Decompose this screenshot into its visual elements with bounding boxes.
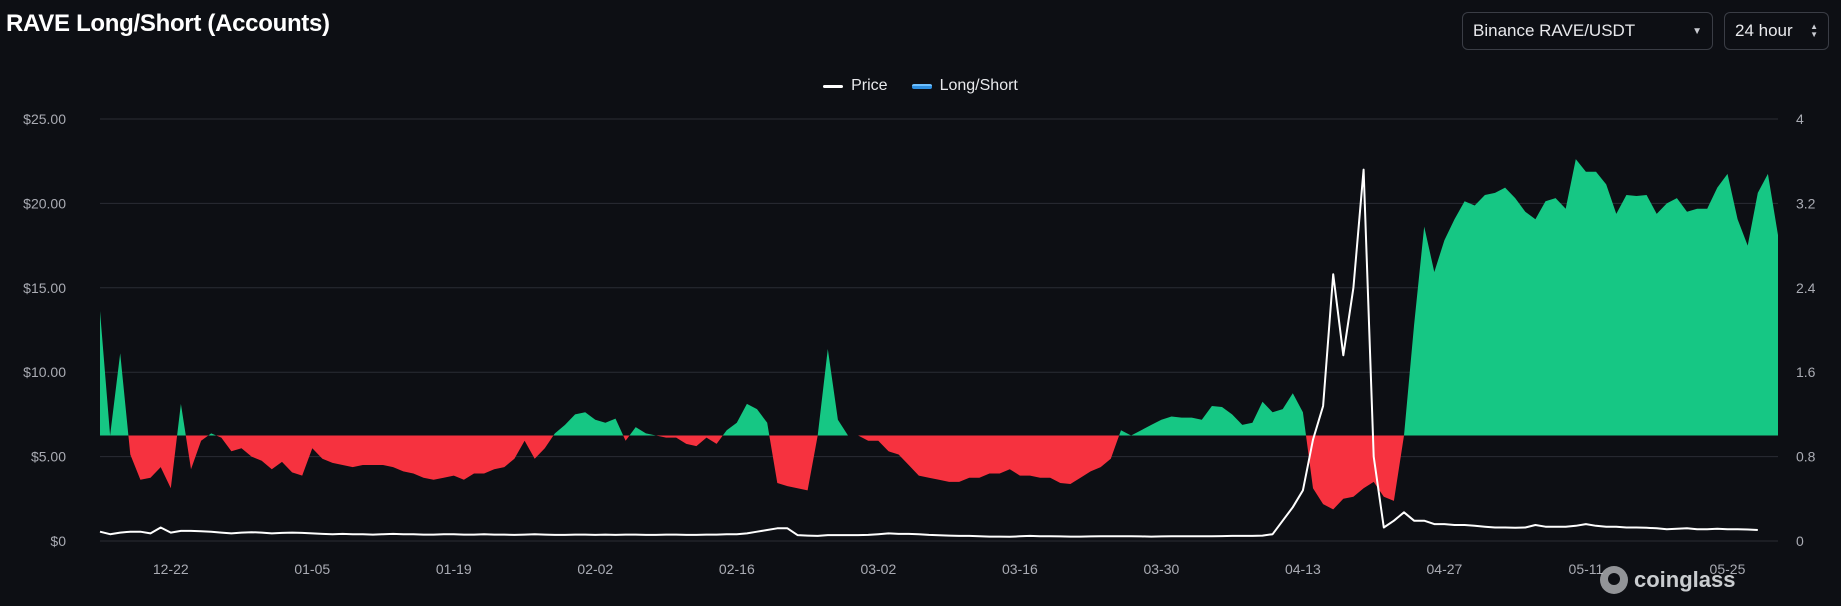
long-short-area-above (100, 159, 1778, 436)
y-left-tick-label: $20.00 (23, 195, 66, 211)
interval-select[interactable]: 24 hour ▲ ▼ (1724, 12, 1829, 50)
page-title: RAVE Long/Short (Accounts) (6, 10, 330, 37)
legend-label-price: Price (851, 77, 888, 94)
y-right-tick-label: 0 (1796, 533, 1804, 549)
x-tick-label: 05-25 (1710, 561, 1746, 577)
interval-select-value: 24 hour (1735, 21, 1793, 40)
legend-item-long-short[interactable]: Long/Short (911, 77, 1018, 95)
long-short-area-below (100, 435, 1778, 510)
y-left-tick-label: $25.00 (23, 111, 66, 127)
x-tick-label: 03-02 (860, 561, 896, 577)
legend-label-long-short: Long/Short (939, 77, 1018, 94)
legend-item-price[interactable]: Price (823, 77, 888, 95)
y-left-tick-label: $10.00 (23, 364, 66, 380)
x-tick-label: 05-11 (1569, 561, 1604, 577)
y-right-tick-label: 1.6 (1796, 364, 1816, 380)
y-right-tick-label: 4 (1796, 111, 1804, 127)
chart-legend: Price Long/Short (0, 77, 1841, 95)
x-tick-label: 02-16 (719, 561, 755, 577)
x-tick-label: 02-02 (577, 561, 613, 577)
price-series-line (99, 168, 1758, 538)
y-right-tick-label: 3.2 (1796, 195, 1816, 211)
chevron-down-icon: ▼ (1692, 25, 1702, 37)
x-tick-label: 03-30 (1143, 561, 1179, 577)
x-tick-label: 01-19 (436, 561, 472, 577)
y-left-tick-label: $15.00 (23, 280, 66, 296)
price-line-icon (823, 84, 844, 88)
y-right-tick-label: 2.4 (1796, 280, 1816, 296)
y-right-tick-label: 0.8 (1796, 449, 1816, 465)
y-left-tick-label: $5.00 (31, 449, 66, 465)
x-tick-label: 04-27 (1427, 561, 1463, 577)
watermark-text: coinglass (1634, 567, 1736, 592)
coinglass-watermark: coinglass (1600, 566, 1735, 594)
x-tick-label: 04-13 (1285, 561, 1321, 577)
chevron-updown-icon: ▲ ▼ (1810, 22, 1818, 39)
pair-select-value: Binance RAVE/USDT (1473, 21, 1636, 40)
long-short-bar-icon (911, 83, 932, 89)
y-left-tick-label: $0 (50, 533, 66, 549)
pair-select[interactable]: Binance RAVE/USDT ▼ (1462, 12, 1713, 50)
x-tick-label: 03-16 (1002, 561, 1038, 577)
x-tick-label: 12-22 (153, 561, 189, 577)
x-tick-label: 01-05 (294, 561, 330, 577)
coinglass-logo-icon (1600, 566, 1628, 594)
